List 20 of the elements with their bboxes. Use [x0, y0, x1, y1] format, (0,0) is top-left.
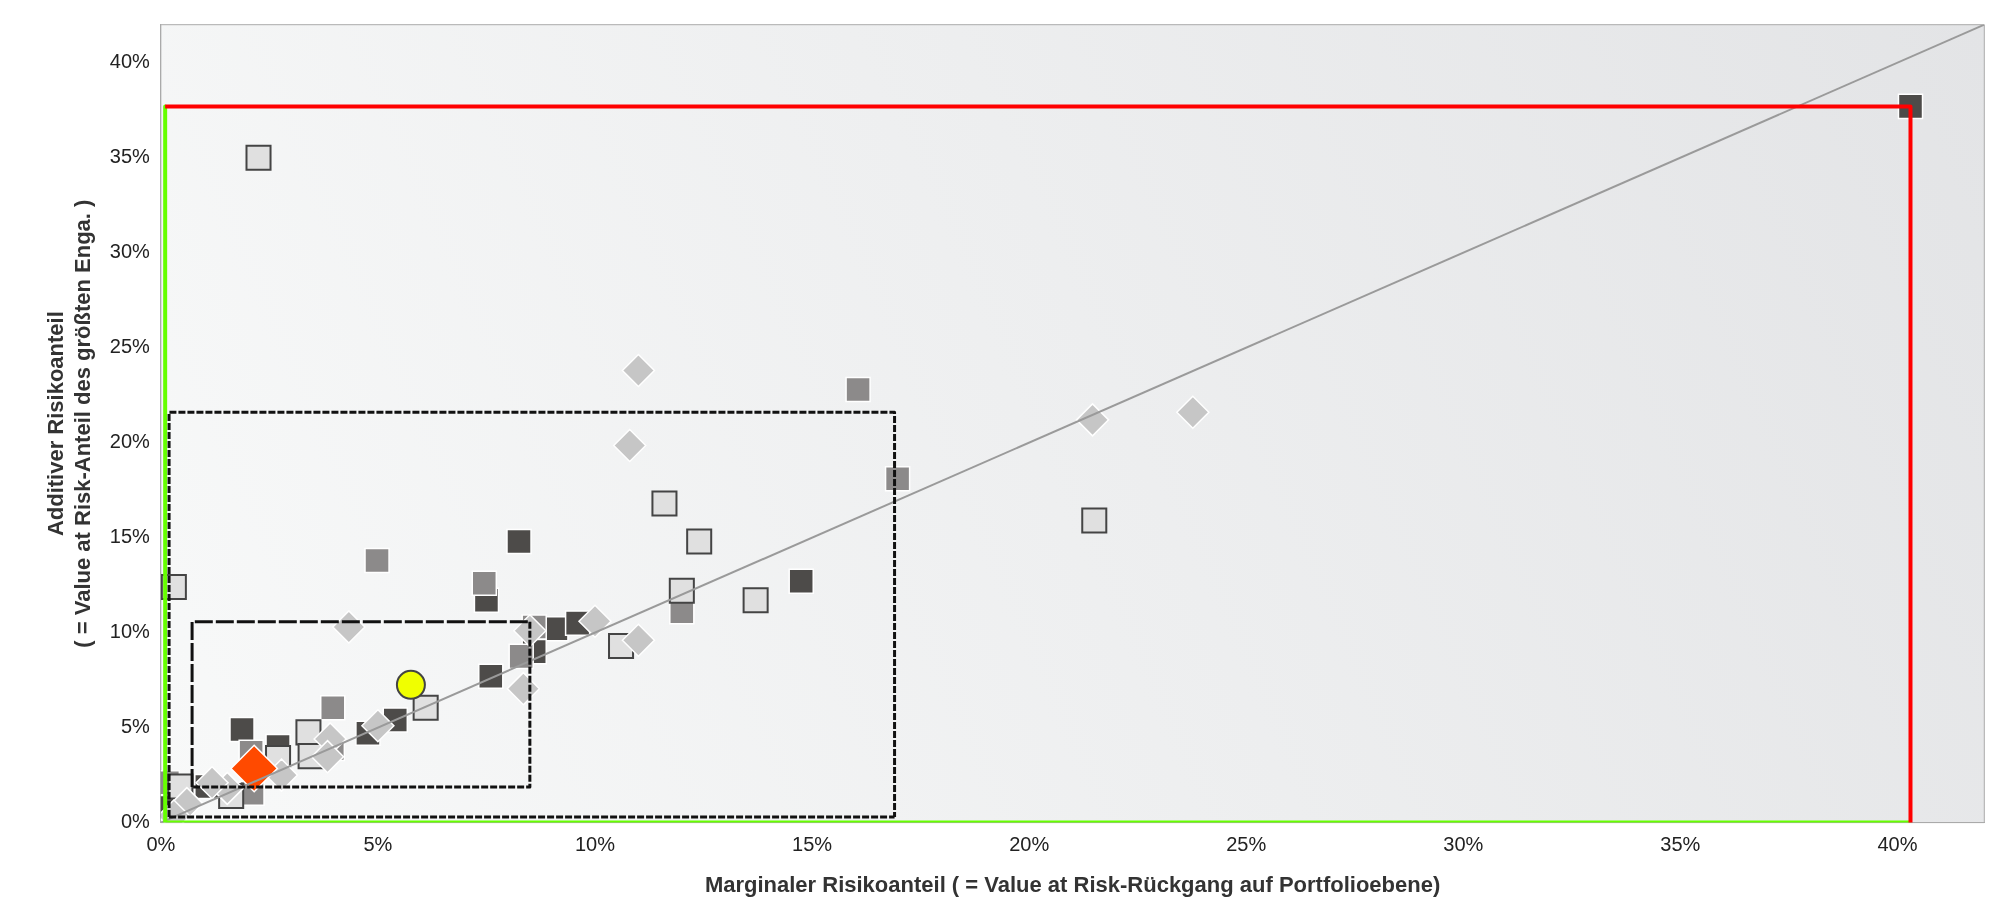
x-tick-label: 40%	[1877, 833, 1918, 856]
y-tick-label: 20%	[109, 430, 151, 453]
y-tick-label: 5%	[120, 715, 151, 738]
y-tick-label: 15%	[109, 525, 151, 548]
y-tick-label: 30%	[109, 240, 151, 263]
x-axis-title: Marginaler Risikoanteil ( = Value at Risk-Rückgang auf Portfolioebene)	[704, 871, 1441, 897]
y-axis-title: Additiver Risikoanteil ( = Value at Risk-Anteil des größten Enga. )	[43, 199, 95, 648]
x-tick-label: 25%	[1226, 833, 1267, 856]
x-tick-label: 5%	[363, 833, 393, 856]
x-tick-label: 20%	[1009, 833, 1050, 856]
x-tick-label: 10%	[574, 833, 616, 856]
y-tick-label: 10%	[109, 620, 151, 643]
y-tick-label: 40%	[109, 50, 151, 73]
x-tick-label: 0%	[146, 833, 176, 856]
x-tick-label: 15%	[792, 833, 833, 856]
y-tick-label: 0%	[120, 810, 151, 833]
x-tick-label: 35%	[1660, 833, 1701, 856]
x-tick-label: 30%	[1443, 833, 1484, 856]
y-tick-label: 25%	[109, 335, 151, 358]
y-tick-label: 35%	[109, 145, 151, 168]
